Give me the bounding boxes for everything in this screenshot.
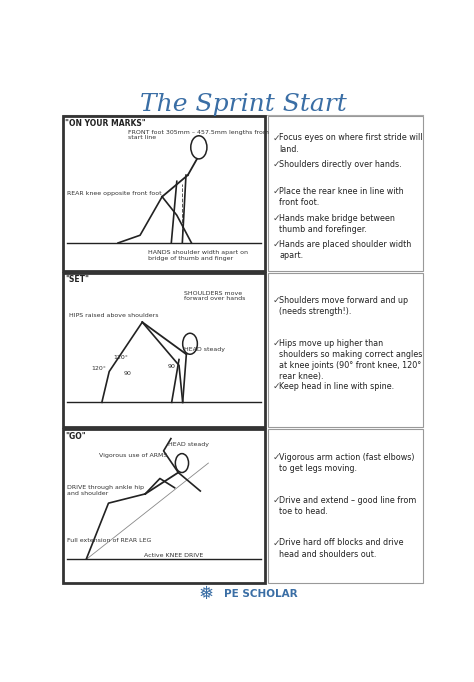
Text: Focus eyes on where first stride will
land.: Focus eyes on where first stride will la… <box>279 134 423 153</box>
Text: Shoulders directly over hands.: Shoulders directly over hands. <box>279 160 402 169</box>
Text: PE SCHOLAR: PE SCHOLAR <box>225 589 298 599</box>
Text: SHOULDERS move
forward over hands: SHOULDERS move forward over hands <box>184 291 246 301</box>
Text: REAR knee opposite front foot: REAR knee opposite front foot <box>67 191 162 196</box>
Text: The Sprint Start: The Sprint Start <box>139 93 346 117</box>
FancyBboxPatch shape <box>63 273 265 427</box>
Text: 120°: 120° <box>113 355 128 360</box>
Text: HEAD steady: HEAD steady <box>168 442 209 447</box>
FancyBboxPatch shape <box>267 429 423 583</box>
Text: Hips move up higher than
shoulders so making correct angles
at knee joints (90° : Hips move up higher than shoulders so ma… <box>279 339 423 381</box>
Text: Place the rear knee in line with
front foot.: Place the rear knee in line with front f… <box>279 187 404 207</box>
Text: ✓: ✓ <box>272 453 280 462</box>
Text: ✓: ✓ <box>272 160 280 169</box>
Text: HEAD steady: HEAD steady <box>184 347 225 353</box>
Text: Keep head in line with spine.: Keep head in line with spine. <box>279 382 394 391</box>
Text: 120°: 120° <box>91 366 106 371</box>
Text: Vigorous arm action (fast elbows)
to get legs moving.: Vigorous arm action (fast elbows) to get… <box>279 453 415 473</box>
Text: "SET": "SET" <box>65 276 89 284</box>
Text: Hands make bridge between
thumb and forefinger.: Hands make bridge between thumb and fore… <box>279 213 395 234</box>
Text: Vigorous use of ARMS: Vigorous use of ARMS <box>99 453 167 458</box>
Text: HIPS raised above shoulders: HIPS raised above shoulders <box>69 314 158 318</box>
Text: ✓: ✓ <box>272 213 280 222</box>
Text: ✓: ✓ <box>272 187 280 196</box>
FancyBboxPatch shape <box>63 429 265 583</box>
Text: ❅: ❅ <box>199 585 214 603</box>
Text: ✓: ✓ <box>272 339 280 349</box>
Text: 90: 90 <box>168 364 176 370</box>
Text: HANDS shoulder width apart on
bridge of thumb and finger: HANDS shoulder width apart on bridge of … <box>148 250 248 261</box>
Text: ✓: ✓ <box>272 496 280 505</box>
FancyBboxPatch shape <box>63 117 265 271</box>
Text: 90: 90 <box>124 370 131 376</box>
Text: Drive and extend – good line from
toe to head.: Drive and extend – good line from toe to… <box>279 496 417 516</box>
Text: ✓: ✓ <box>272 538 280 548</box>
Text: Hands are placed shoulder width
apart.: Hands are placed shoulder width apart. <box>279 240 411 261</box>
Text: "ON YOUR MARKS": "ON YOUR MARKS" <box>65 119 146 128</box>
Text: Full extension of REAR LEG: Full extension of REAR LEG <box>67 537 151 543</box>
Text: "GO": "GO" <box>65 432 85 441</box>
Text: FRONT foot 305mm – 457.5mm lengths from
start line: FRONT foot 305mm – 457.5mm lengths from … <box>128 130 269 140</box>
FancyBboxPatch shape <box>267 117 423 271</box>
Text: ✓: ✓ <box>272 296 280 306</box>
Text: DRIVE through ankle hip
and shoulder: DRIVE through ankle hip and shoulder <box>67 486 144 496</box>
FancyBboxPatch shape <box>267 273 423 427</box>
Text: ✓: ✓ <box>272 134 280 143</box>
Text: Active KNEE DRIVE: Active KNEE DRIVE <box>144 553 203 558</box>
Text: ✓: ✓ <box>272 382 280 391</box>
Text: ✓: ✓ <box>272 240 280 250</box>
Text: Drive hard off blocks and drive
head and shoulders out.: Drive hard off blocks and drive head and… <box>279 538 404 559</box>
Text: Shoulders move forward and up
(needs strength!).: Shoulders move forward and up (needs str… <box>279 296 409 316</box>
